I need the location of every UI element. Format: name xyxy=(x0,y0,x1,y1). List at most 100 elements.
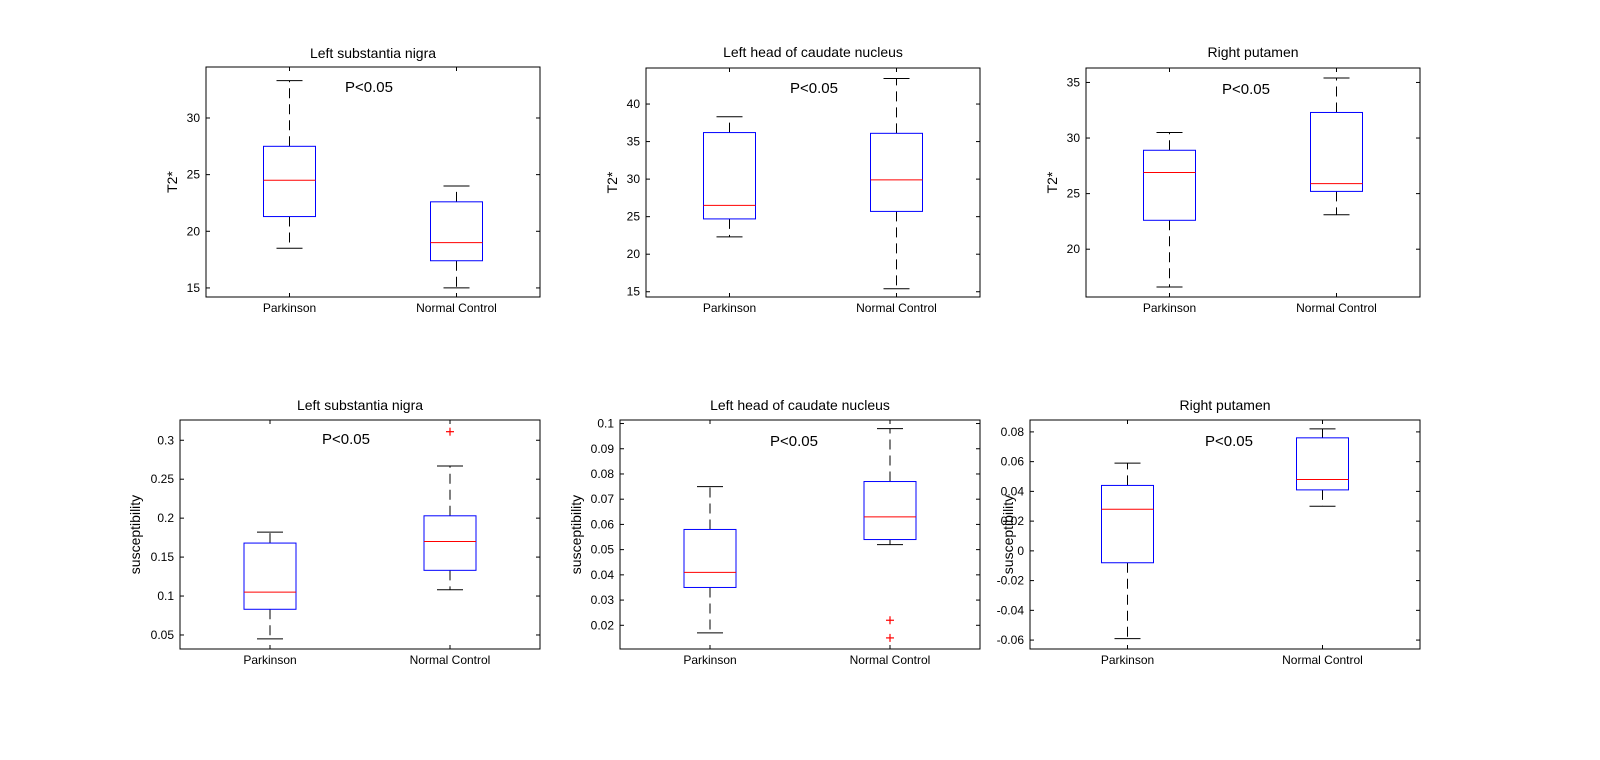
panel-4: Left substantia nigra P<0.05 susceptibilit… xyxy=(127,397,541,667)
axes-frame xyxy=(1029,419,1421,650)
y-tick-label: 35 xyxy=(627,135,641,149)
axes-frame xyxy=(179,419,541,650)
y-axis-label: susceptibility xyxy=(127,495,143,574)
y-tick-label: 0.2 xyxy=(157,511,174,525)
p-value-annotation: P<0.05 xyxy=(790,80,838,97)
y-tick-label: -0.04 xyxy=(997,603,1025,617)
iqr-box xyxy=(423,515,477,571)
p-value-annotation: P<0.05 xyxy=(322,431,370,448)
y-tick-label: 30 xyxy=(627,172,641,186)
y-tick-label: 0.07 xyxy=(591,492,615,506)
box-parkinson xyxy=(1101,462,1154,640)
y-tick-label: 0 xyxy=(1017,544,1024,558)
box-parkinson xyxy=(683,486,737,634)
y-tick-label: 0.06 xyxy=(1001,455,1025,469)
y-tick-label: 0.05 xyxy=(591,543,615,557)
box-parkinson xyxy=(703,116,756,238)
chart-title: Left substantia nigra xyxy=(297,397,423,413)
chart-title: Right putamen xyxy=(1207,44,1298,60)
y-tick-label: 20 xyxy=(627,247,641,261)
box-normal-control xyxy=(430,185,483,289)
y-axis-label: susceptibility xyxy=(568,495,584,574)
axes-frame xyxy=(205,66,541,298)
y-tick-label: 0.25 xyxy=(151,472,175,486)
y-tick-label: 0.02 xyxy=(1001,514,1025,528)
p-value-annotation: P<0.05 xyxy=(1205,433,1253,450)
p-value-annotation: P<0.05 xyxy=(770,433,818,450)
iqr-box xyxy=(863,481,917,541)
y-tick-label: 40 xyxy=(627,97,641,111)
y-tick-label: -0.06 xyxy=(997,633,1025,647)
y-tick-label: 0.04 xyxy=(1001,484,1025,498)
axes-frame xyxy=(645,67,981,298)
chart-title: Right putamen xyxy=(1179,397,1270,413)
chart-title: Left head of caudate nucleus xyxy=(710,397,890,413)
y-tick-label: 25 xyxy=(1067,187,1081,201)
box-parkinson xyxy=(263,80,316,249)
p-value-annotation: P<0.05 xyxy=(1222,81,1270,98)
panel-6: Right putamen P<0.05 susceptibility -0.06 -0… xyxy=(997,397,1421,667)
y-tick-label: 25 xyxy=(627,210,641,224)
iqr-box xyxy=(683,528,737,588)
x-category-label: Normal Control xyxy=(416,301,497,315)
x-category-label: Normal Control xyxy=(856,301,937,315)
iqr-box xyxy=(263,145,316,218)
y-tick-label: 0.09 xyxy=(591,442,615,456)
x-category-label: Parkinson xyxy=(683,653,736,667)
panel-5: Left head of caudate nucleus P<0.05 suscep… xyxy=(568,397,981,667)
outlier-marker xyxy=(886,633,894,642)
y-tick-label: 0.05 xyxy=(151,628,175,642)
y-tick-label: -0.02 xyxy=(997,574,1025,588)
x-category-label: Parkinson xyxy=(1101,653,1154,667)
iqr-box xyxy=(243,542,297,610)
box-normal-control xyxy=(870,78,923,290)
x-category-label: Normal Control xyxy=(1296,301,1377,315)
y-tick-label: 15 xyxy=(627,285,641,299)
outlier-marker xyxy=(886,616,894,625)
box-normal-control xyxy=(1310,77,1363,216)
x-category-label: Parkinson xyxy=(1143,301,1196,315)
iqr-box xyxy=(1143,149,1196,221)
y-tick-label: 0.1 xyxy=(597,417,614,431)
outlier-marker xyxy=(446,427,454,436)
box-normal-control xyxy=(1296,428,1349,507)
iqr-box xyxy=(1101,484,1154,564)
axes-frame xyxy=(619,419,981,650)
iqr-box xyxy=(870,132,923,212)
y-tick-label: 0.08 xyxy=(1001,425,1025,439)
x-category-label: Normal Control xyxy=(850,653,931,667)
y-tick-label: 15 xyxy=(187,281,201,295)
y-tick-label: 0.02 xyxy=(591,618,615,632)
iqr-box xyxy=(703,132,756,220)
x-category-label: Normal Control xyxy=(1282,653,1363,667)
x-category-label: Parkinson xyxy=(703,301,756,315)
y-tick-label: 0.08 xyxy=(591,467,615,481)
axes-frame xyxy=(1085,67,1421,298)
p-value-annotation: P<0.05 xyxy=(345,79,393,96)
y-tick-label: 20 xyxy=(1067,242,1081,256)
box-parkinson xyxy=(1143,131,1196,288)
y-axis-label: T2* xyxy=(1044,171,1060,193)
y-axis-label: susceptibility xyxy=(1000,495,1016,574)
iqr-box xyxy=(1296,437,1349,491)
y-tick-label: 30 xyxy=(1067,131,1081,145)
box-parkinson xyxy=(243,531,297,640)
y-tick-label: 0.3 xyxy=(157,433,174,447)
x-category-label: Parkinson xyxy=(243,653,296,667)
y-tick-label: 20 xyxy=(187,224,201,238)
panel-1: Left substantia nigra P<0.05 T2* 15 20 25 30 Pa… xyxy=(164,45,541,315)
iqr-box xyxy=(1310,111,1363,192)
y-tick-label: 0.03 xyxy=(591,593,615,607)
y-axis-label: T2* xyxy=(604,171,620,193)
y-axis-label: T2* xyxy=(164,171,180,193)
y-tick-label: 0.1 xyxy=(157,589,174,603)
y-tick-label: 0.04 xyxy=(591,568,615,582)
x-category-label: Parkinson xyxy=(263,301,316,315)
y-tick-label: 35 xyxy=(1067,75,1081,89)
box-normal-control xyxy=(423,427,477,591)
chart-title: Left substantia nigra xyxy=(310,45,436,61)
x-category-label: Normal Control xyxy=(410,653,491,667)
box-normal-control xyxy=(863,428,917,642)
iqr-box xyxy=(430,201,483,262)
y-tick-label: 0.15 xyxy=(151,550,175,564)
